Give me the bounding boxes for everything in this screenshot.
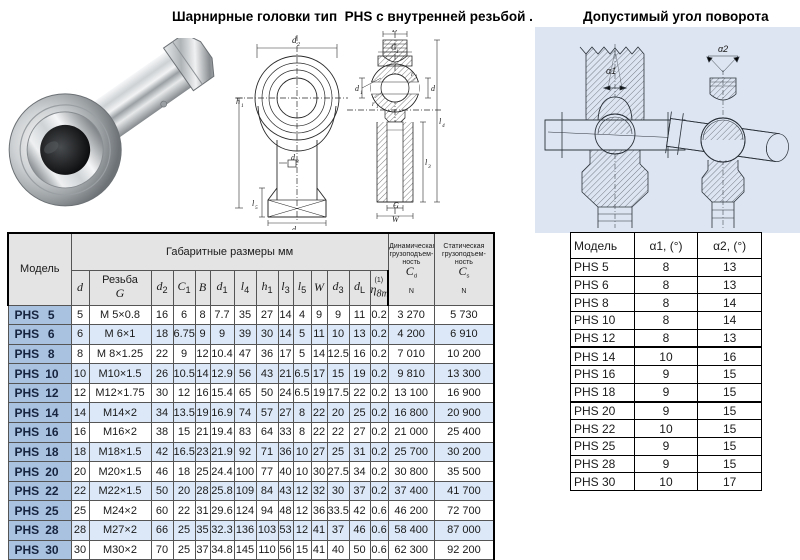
svg-text:d: d [292, 225, 297, 230]
svg-text:G: G [393, 201, 399, 210]
svg-text:α2: α2 [718, 44, 728, 54]
svg-text:5: 5 [255, 205, 258, 211]
svg-text:α1: α1 [606, 66, 616, 76]
svg-text:1: 1 [396, 49, 399, 55]
svg-text:1: 1 [360, 90, 363, 96]
svg-text:B: B [392, 30, 397, 34]
svg-text:2: 2 [297, 42, 300, 48]
svg-text:1: 1 [376, 105, 379, 110]
svg-text:W: W [392, 215, 400, 224]
svg-text:3: 3 [427, 164, 431, 170]
svg-text:r: r [411, 70, 414, 78]
svg-text:4: 4 [442, 122, 445, 129]
svg-text:1: 1 [415, 75, 418, 80]
svg-text:1: 1 [241, 103, 244, 109]
svg-text:3: 3 [295, 159, 299, 165]
svg-text:r: r [372, 100, 375, 108]
svg-text:d: d [431, 84, 436, 93]
svg-text:h: h [236, 97, 240, 106]
